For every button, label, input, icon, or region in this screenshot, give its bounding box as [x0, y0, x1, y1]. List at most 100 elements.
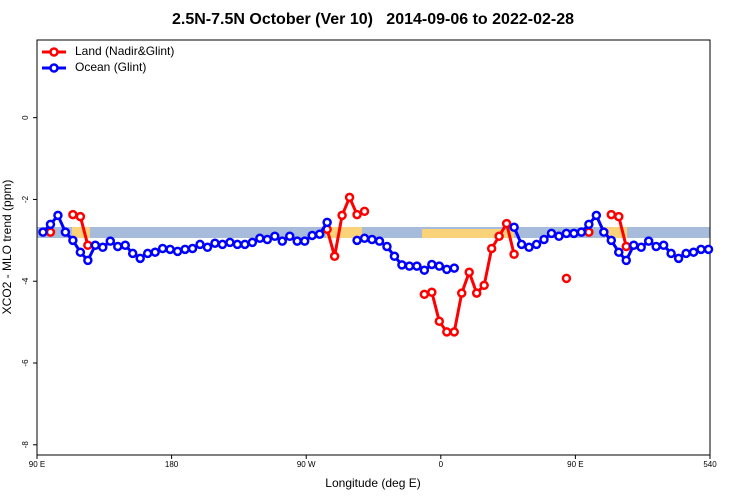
chart-title: 2.5N-7.5N October (Ver 10) 2014-09-06 to… [172, 11, 574, 28]
series-point [105, 236, 116, 246]
x-tick-label: 90 E [29, 460, 45, 469]
series-point [389, 251, 400, 262]
series-point [217, 239, 228, 250]
series-point [561, 273, 572, 284]
series-point [681, 248, 691, 259]
x-tick-label: 90 E [567, 460, 583, 469]
series-point [494, 231, 504, 242]
series-point [442, 264, 452, 275]
series-point [113, 241, 123, 252]
series-point [427, 287, 437, 298]
series-point [584, 227, 594, 237]
y-tick-label: -4 [21, 277, 30, 285]
legend: Land (Nadir&Glint) Ocean (Glint) [42, 44, 174, 74]
series-point [651, 241, 661, 252]
series-point [45, 219, 56, 230]
series-point [427, 259, 437, 270]
series-point [471, 288, 482, 298]
series-point [658, 240, 669, 251]
series-point [673, 253, 684, 264]
series-point [83, 240, 93, 251]
series-point [531, 239, 542, 250]
series-point [322, 217, 332, 228]
series-point [614, 211, 624, 222]
series-point [442, 327, 452, 337]
series-point [397, 260, 407, 270]
y-tick-label: -6 [21, 359, 30, 367]
legend-marker [49, 63, 59, 73]
series-point [606, 235, 617, 246]
series-point [404, 261, 415, 271]
series-point [120, 240, 130, 251]
series-point [187, 243, 198, 254]
series-point [262, 234, 273, 245]
series-point [344, 192, 355, 203]
series-point [75, 247, 86, 257]
series-point [135, 253, 145, 264]
series-point [509, 222, 519, 233]
x-tick-label: 540 [703, 460, 717, 469]
series-point [307, 230, 317, 241]
series-point [561, 228, 572, 239]
series-point [464, 267, 474, 277]
series-point [202, 242, 213, 253]
series-point [539, 234, 549, 245]
series-point [688, 247, 699, 257]
series-point [554, 231, 564, 242]
series-point [90, 240, 101, 251]
series-point [509, 249, 519, 259]
series-point [240, 239, 250, 250]
series-point [75, 211, 86, 222]
series-point [382, 241, 392, 252]
series-point [696, 244, 706, 255]
series-point [546, 228, 557, 239]
series-point [352, 209, 362, 220]
series-point [247, 237, 258, 248]
series-point [666, 248, 676, 259]
series-point [232, 239, 243, 250]
legend-marker [49, 47, 59, 57]
series-point [599, 227, 609, 237]
x-tick-label: 90 W [297, 460, 316, 469]
series-point [165, 244, 175, 255]
series-point [45, 227, 56, 237]
series-point [299, 236, 310, 246]
series-point [412, 261, 422, 271]
series-point [329, 251, 340, 262]
x-tick-label: 0 [439, 460, 444, 469]
series-point [127, 248, 138, 259]
series-point [479, 280, 489, 291]
series-point [621, 241, 631, 252]
series-point [225, 237, 235, 248]
series-point [270, 231, 280, 242]
series-point [621, 255, 631, 266]
series-point [643, 236, 654, 246]
series-point [569, 228, 579, 239]
series-point [367, 234, 377, 245]
x-tick-label: 180 [165, 460, 179, 469]
series-point [210, 238, 220, 248]
series-point [524, 242, 534, 253]
series-point [180, 244, 190, 255]
series-point [434, 261, 445, 271]
series-point [374, 236, 385, 246]
y-tick-label: 0 [21, 115, 30, 120]
series-point [60, 227, 71, 237]
series-point [150, 247, 160, 257]
y-tick-label: -2 [21, 195, 30, 203]
series-point [576, 227, 587, 237]
series-line [325, 193, 366, 257]
series-point [157, 243, 168, 254]
legend-label: Ocean (Glint) [75, 60, 146, 74]
series-point [614, 247, 624, 257]
plot-frame [36, 39, 711, 456]
series-point [314, 229, 325, 239]
series-point [292, 236, 302, 246]
series-point [703, 244, 714, 255]
series-point [486, 243, 497, 254]
legend-label: Land (Nadir&Glint) [75, 44, 174, 58]
series-point [195, 239, 205, 250]
series-point [449, 327, 460, 337]
series-point [419, 289, 430, 300]
